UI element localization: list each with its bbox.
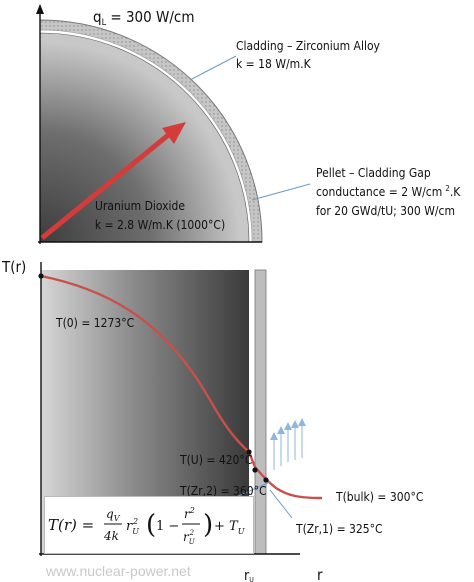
gap-burnup: for 20 GWd/tU; 300 W/cm <box>316 204 455 218</box>
tbulk-label: T(bulk) = 300°C <box>335 490 423 504</box>
t0-point <box>38 273 44 279</box>
fuel-cross-section <box>36 4 263 244</box>
x-axis-label: r <box>317 566 323 582</box>
tzr1-point <box>263 477 269 483</box>
fuel-title: Uranium Dioxide <box>95 199 185 213</box>
eq-denom: 4k <box>103 529 119 543</box>
eq-numer: qV <box>106 507 121 523</box>
eq-paren-open: ( <box>146 510 156 540</box>
top-axis-arrow-icon <box>36 4 44 14</box>
eq-frac-denom: rU2 <box>183 529 196 546</box>
eq-one-minus: 1 − <box>156 519 179 534</box>
tzr1-label: T(Zr,1) = 325°C <box>295 522 383 536</box>
fuel-conductivity: k = 2.8 W/m.K (1000°C) <box>95 218 225 232</box>
t0-label: T(0) = 1273°C <box>55 316 134 330</box>
tzr2-leader <box>233 481 271 499</box>
watermark: www.nuclear-power.net <box>45 563 191 579</box>
eq-plus-tu: + TU <box>214 519 245 536</box>
heat-rate-label: qL = 300 W/cm <box>93 8 194 28</box>
uranium-dioxide-pellet <box>39 32 250 243</box>
gap-conductance: conductance = 2 W/cm 2.K <box>316 184 461 199</box>
tzr2-label: T(Zr,2) = 360°C <box>179 484 267 498</box>
coolant-flow-arrows <box>270 418 306 470</box>
radius-arrow <box>40 130 174 240</box>
cladding-conductivity: k = 18 W/m.K <box>236 57 312 71</box>
radius-arrow-head-icon <box>162 122 186 144</box>
temperature-equation-box <box>44 496 254 554</box>
eq-frac-numer: r2 <box>184 506 195 521</box>
y-axis-label: T(r) <box>1 258 26 276</box>
tzr1-leader <box>269 489 293 519</box>
temperature-curve <box>40 274 323 500</box>
gap-leader <box>251 183 311 201</box>
eq-lhs: T(r) = <box>48 516 94 534</box>
tu-point <box>246 449 252 455</box>
x-tick-ru: rU <box>244 568 254 582</box>
cladding-leader <box>189 55 237 81</box>
eq-paren-close: ) <box>203 510 213 540</box>
tu-label: T(U) = 420°C <box>179 453 252 467</box>
cladding-title: Cladding – Zirconium Alloy <box>236 39 381 53</box>
eq-ru: rU2 <box>126 517 139 536</box>
tzr2-point <box>252 467 258 473</box>
gap-title: Pellet – Cladding Gap <box>316 166 431 180</box>
